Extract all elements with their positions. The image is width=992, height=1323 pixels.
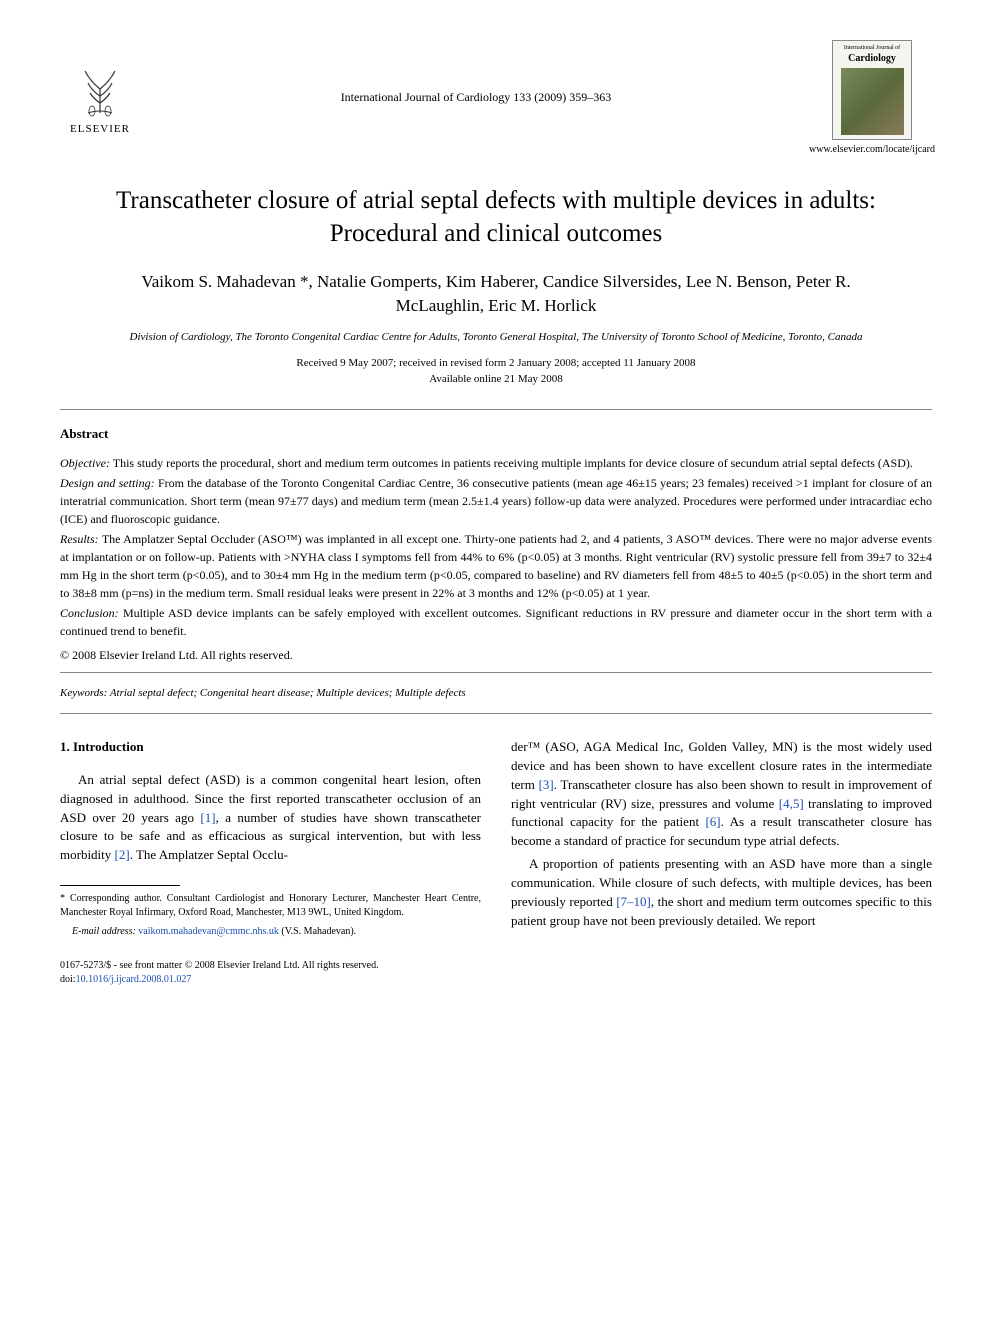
intro-paragraph-1-cont: der™ (ASO, AGA Medical Inc, Golden Valle…: [511, 738, 932, 851]
journal-cover-image: [841, 68, 904, 135]
conclusion-text: Multiple ASD device implants can be safe…: [60, 606, 932, 638]
corresponding-footnote: * Corresponding author. Consultant Cardi…: [60, 892, 481, 919]
abstract-objective: Objective: This study reports the proced…: [60, 454, 932, 472]
email-label: E-mail address:: [72, 926, 136, 937]
article-title: Transcatheter closure of atrial septal d…: [80, 185, 912, 250]
ref-link-710[interactable]: [7–10]: [616, 894, 651, 909]
email-link[interactable]: vaikom.mahadevan@cmmc.nhs.uk: [138, 926, 279, 937]
section-heading-intro: 1. Introduction: [60, 738, 481, 757]
keywords-label: Keywords:: [60, 687, 107, 699]
journal-cover-title: Cardiology: [848, 53, 896, 64]
abstract-copyright: © 2008 Elsevier Ireland Ltd. All rights …: [60, 646, 932, 664]
citation-line: International Journal of Cardiology 133 …: [140, 90, 812, 105]
issn-line: 0167-5273/$ - see front matter © 2008 El…: [60, 959, 932, 973]
page-footer: 0167-5273/$ - see front matter © 2008 El…: [60, 959, 932, 987]
ref-link-6[interactable]: [6]: [705, 814, 720, 829]
results-label: Results:: [60, 532, 99, 546]
abstract-design: Design and setting: From the database of…: [60, 474, 932, 528]
doi-link[interactable]: 10.1016/j.ijcard.2008.01.027: [76, 974, 192, 985]
abstract-heading: Abstract: [60, 426, 932, 442]
publisher-name: ELSEVIER: [70, 123, 130, 135]
body-columns: 1. Introduction An atrial septal defect …: [60, 738, 932, 939]
rule-mid: [60, 672, 932, 673]
objective-text: This study reports the procedural, short…: [110, 456, 913, 470]
design-label: Design and setting:: [60, 476, 155, 490]
journal-url[interactable]: www.elsevier.com/locate/ijcard: [809, 144, 935, 155]
keywords-line: Keywords: Atrial septal defect; Congenit…: [60, 687, 932, 699]
ref-link-45[interactable]: [4,5]: [779, 796, 804, 811]
available-date: Available online 21 May 2008: [60, 373, 932, 385]
journal-cover-box: International Journal of Cardiology www.…: [812, 40, 932, 155]
abstract-results: Results: The Amplatzer Septal Occluder (…: [60, 530, 932, 602]
keywords-text: Atrial septal defect; Congenital heart d…: [107, 687, 465, 699]
journal-cover-supertitle: International Journal of: [844, 45, 900, 51]
elsevier-tree-icon: [70, 61, 130, 121]
journal-cover: International Journal of Cardiology: [832, 40, 912, 140]
footnote-rule: [60, 885, 180, 886]
abstract-body: Objective: This study reports the proced…: [60, 454, 932, 664]
ref-link-2[interactable]: [2]: [115, 847, 130, 862]
results-text: The Amplatzer Septal Occluder (ASO™) was…: [60, 532, 932, 600]
doi-line: doi:10.1016/j.ijcard.2008.01.027: [60, 973, 932, 987]
rule-bottom: [60, 713, 932, 714]
email-author: (V.S. Mahadevan).: [279, 926, 356, 937]
received-dates: Received 9 May 2007; received in revised…: [60, 357, 932, 369]
ref-link-3[interactable]: [3]: [539, 777, 554, 792]
affiliation: Division of Cardiology, The Toronto Cong…: [100, 330, 892, 345]
column-left: 1. Introduction An atrial septal defect …: [60, 738, 481, 939]
conclusion-label: Conclusion:: [60, 606, 119, 620]
header-row: ELSEVIER International Journal of Cardio…: [60, 40, 932, 155]
authors-line: Vaikom S. Mahadevan *, Natalie Gomperts,…: [100, 270, 892, 318]
ref-link-1[interactable]: [1]: [200, 810, 215, 825]
intro-paragraph-1: An atrial septal defect (ASD) is a commo…: [60, 771, 481, 865]
email-footnote: E-mail address: vaikom.mahadevan@cmmc.nh…: [60, 925, 481, 939]
design-text: From the database of the Toronto Congeni…: [60, 476, 932, 526]
abstract-conclusion: Conclusion: Multiple ASD device implants…: [60, 604, 932, 640]
intro-paragraph-2: A proportion of patients presenting with…: [511, 855, 932, 930]
publisher-logo: ELSEVIER: [60, 61, 140, 135]
objective-label: Objective:: [60, 456, 110, 470]
rule-top: [60, 409, 932, 410]
column-right: der™ (ASO, AGA Medical Inc, Golden Valle…: [511, 738, 932, 939]
